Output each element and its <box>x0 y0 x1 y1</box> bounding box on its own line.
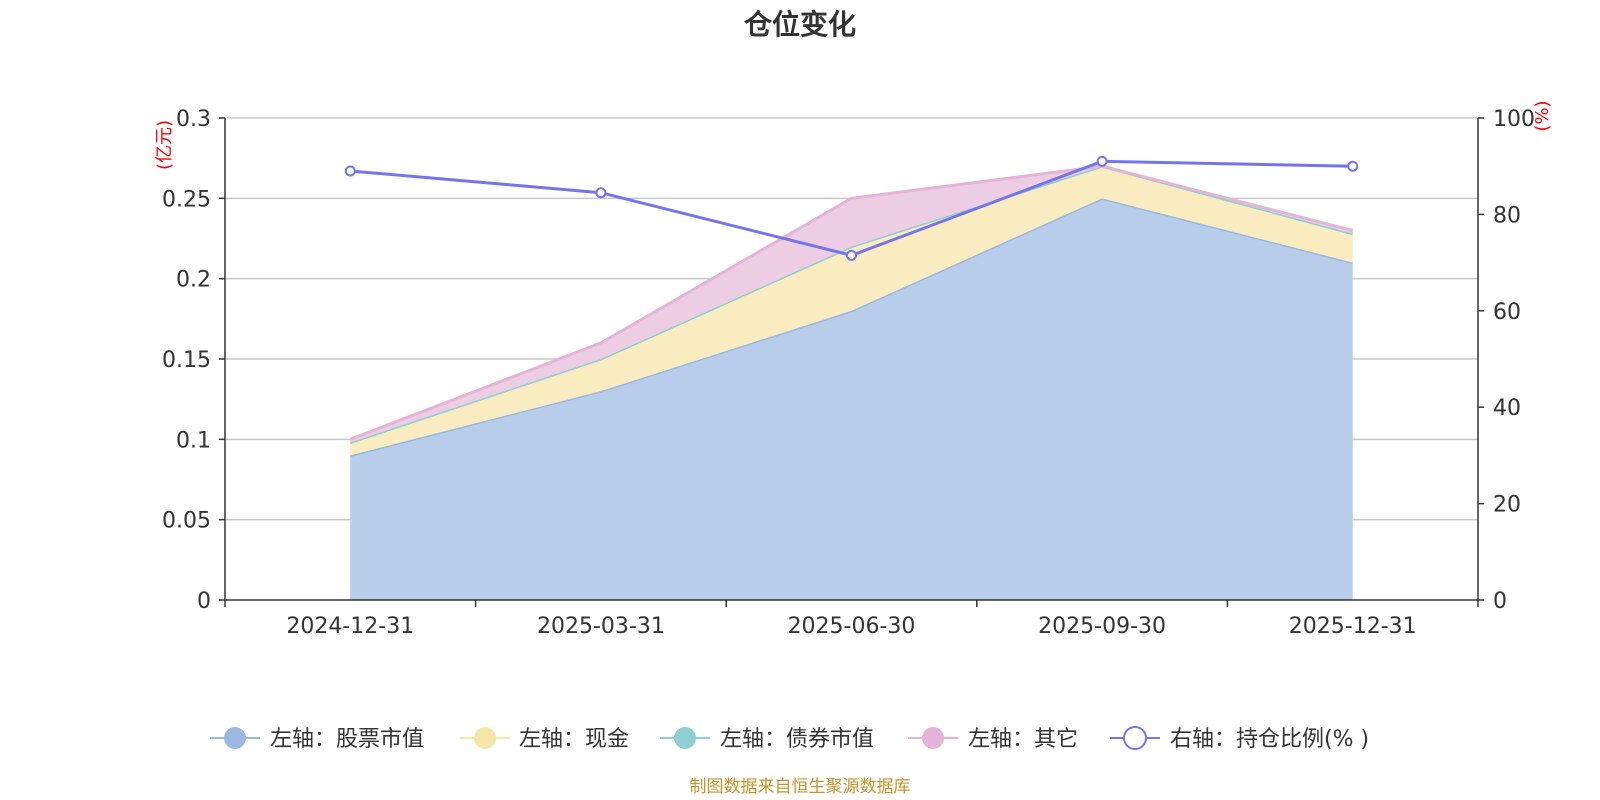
right-axis-tick-label: 40 <box>1493 396 1521 421</box>
x-axis-label: 2025-03-31 <box>537 614 665 639</box>
left-axis-tick-label: 0.2 <box>176 268 211 293</box>
stacked-areas <box>349 164 1354 601</box>
ratio-line-layer <box>344 155 1359 261</box>
legend[interactable]: 左轴：股票市值 左轴：现金 左轴：债券市值 左轴：其它 右轴：持仓比例(% ) <box>210 726 1369 752</box>
axes: 0 0.05 0.1 0.15 0.2 0.25 0.3 0 20 40 60 80 100 2024-1… <box>162 107 1535 639</box>
right-axis-tick-label: 20 <box>1493 493 1521 518</box>
ratio-point <box>1347 160 1359 172</box>
legend-label: 左轴：其它 <box>968 727 1078 752</box>
legend-item-4[interactable]: 右轴：持仓比例(% ) <box>1110 726 1369 752</box>
left-axis-tick-label: 0.15 <box>162 348 211 373</box>
legend-item-1[interactable]: 左轴：现金 <box>460 727 629 752</box>
chart-title: 仓位变化 <box>744 8 856 41</box>
x-axis-label: 2024-12-31 <box>286 614 414 639</box>
legend-label: 左轴：债券市值 <box>720 727 874 752</box>
legend-item-3[interactable]: 左轴：其它 <box>908 727 1078 752</box>
left-axis-tick-label: 0.3 <box>176 107 211 132</box>
legend-label: 右轴：持仓比例(% ) <box>1170 727 1369 752</box>
legend-circle-icon <box>674 727 696 749</box>
left-axis-tick-label: 0.1 <box>176 428 211 453</box>
right-axis-unit: (%) <box>1532 100 1553 131</box>
legend-circle-icon <box>474 727 496 749</box>
legend-item-0[interactable]: 左轴：股票市值 <box>210 727 424 752</box>
right-axis-tick-label: 60 <box>1493 300 1521 325</box>
legend-hollow-circle-icon <box>1123 726 1147 750</box>
right-axis-tick-label: 80 <box>1493 203 1521 228</box>
area-series-1 <box>350 166 1353 456</box>
left-axis-tick-label: 0 <box>197 589 211 614</box>
ratio-point <box>344 165 356 177</box>
right-axis-tick-label: 0 <box>1493 589 1507 614</box>
legend-circle-icon <box>224 727 246 749</box>
ratio-point <box>595 187 607 199</box>
legend-label: 左轴：现金 <box>519 727 629 752</box>
area-series-3 <box>350 166 1353 443</box>
x-axis-label: 2025-06-30 <box>788 614 916 639</box>
right-axis-tick-label: 100 <box>1493 107 1535 132</box>
x-axis-label: 2025-12-31 <box>1289 614 1417 639</box>
left-axis-unit: (亿元) <box>154 120 175 170</box>
ratio-point <box>846 249 857 261</box>
ratio-point <box>1096 155 1108 167</box>
legend-label: 左轴：股票市值 <box>270 727 424 752</box>
left-axis-tick-label: 0.05 <box>162 509 211 534</box>
area-series-0 <box>350 198 1353 601</box>
left-axis-tick-label: 0.25 <box>162 187 211 212</box>
legend-item-2[interactable]: 左轴：债券市值 <box>660 727 874 752</box>
legend-circle-icon <box>922 727 944 749</box>
area-series-3-edge <box>349 164 1354 441</box>
x-axis-label: 2025-09-30 <box>1038 614 1166 639</box>
source-note: 制图数据来自恒生聚源数据库 <box>690 777 911 797</box>
